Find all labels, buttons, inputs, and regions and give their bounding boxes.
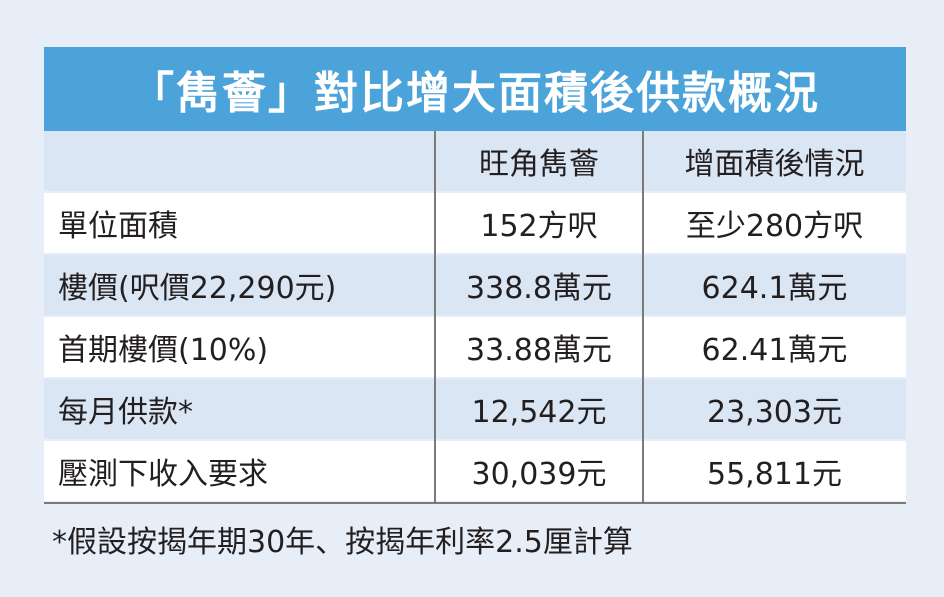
row-label: 樓價(呎價22,290元) — [58, 271, 337, 306]
table-title: 「雋薈」對比增大面積後供款概況 — [44, 47, 906, 131]
footnote: *假設按揭年期30年、按揭年利率2.5厘計算 — [52, 525, 633, 560]
column-header: 旺角雋薈 — [479, 147, 599, 182]
row-background — [44, 317, 906, 377]
row-label: 首期樓價(10%) — [58, 333, 269, 368]
column-header: 增面積後情況 — [684, 147, 865, 182]
table-cell: 338.8萬元 — [466, 271, 612, 306]
row-background — [44, 193, 906, 253]
row-background — [44, 255, 906, 315]
table-cell: 23,303元 — [707, 395, 842, 430]
table-cell: 152方呎 — [480, 209, 598, 244]
table-cell: 30,039元 — [471, 457, 607, 492]
row-label: 每月供款* — [58, 395, 193, 430]
row-label: 單位面積 — [58, 209, 178, 244]
table-cell: 33.88萬元 — [466, 333, 612, 368]
row-background — [44, 379, 906, 439]
table-cell: 12,542元 — [471, 395, 607, 430]
table-cell: 62.41萬元 — [701, 333, 848, 368]
header-row — [44, 131, 906, 191]
row-background — [44, 441, 906, 501]
column-divider — [434, 131, 436, 502]
table-cell: 55,811元 — [707, 457, 842, 492]
table-cell: 624.1萬元 — [701, 271, 848, 306]
column-divider — [642, 131, 644, 502]
bottom-rule — [44, 502, 906, 504]
table-cell: 至少280方呎 — [685, 209, 864, 244]
row-label: 壓測下收入要求 — [58, 457, 268, 492]
